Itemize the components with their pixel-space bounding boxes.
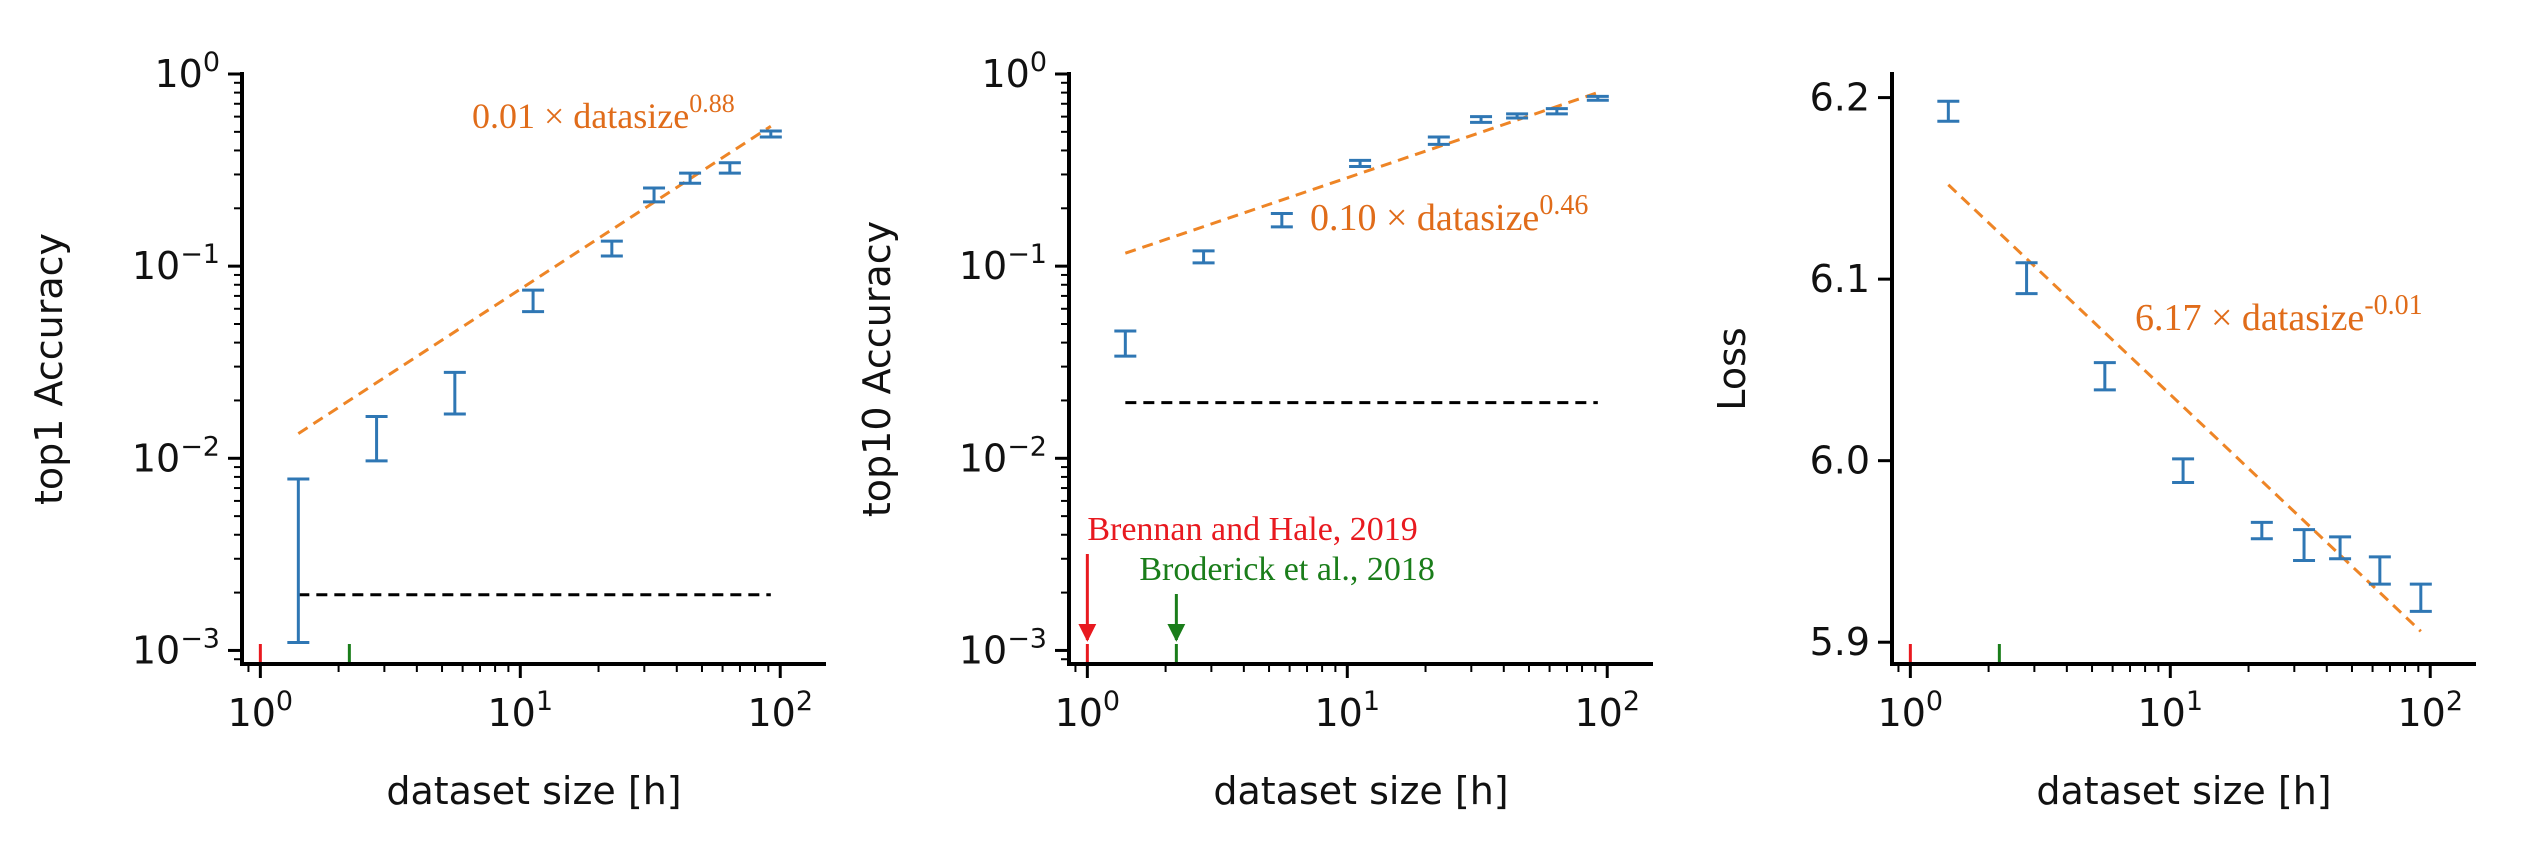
y-tick-label: 6.2 [1810,76,1870,120]
panel-top1: 100 101 102 10−3 10−2 10−1 100 dataset size [h]… [27,47,826,813]
x-axis-title: dataset size [h] [386,769,681,813]
y-tick-label: 100 [154,47,220,96]
reference-label: Broderick et al., 2018 [1139,551,1435,588]
reference-label: Brennan and Hale, 2019 [1087,511,1417,548]
x-tick-label: 102 [747,686,813,735]
x-tick-label: 100 [1055,686,1121,735]
errorbar [287,477,310,644]
y-axis-title: Loss [1710,327,1754,410]
fit-annotation: 0.01 × datasize0.88 [472,89,735,136]
y-axis-title: top1 Accuracy [27,233,71,505]
errorbar [600,239,623,258]
x-tick-label: 101 [1315,686,1381,735]
errorbar [1192,249,1215,265]
panel-loss: 100 101 102 5.9 6.0 6.1 6.2 dataset size [h] Los… [1710,72,2476,813]
y-tick-label: 10−1 [132,239,220,288]
errorbar [2093,361,2116,392]
errorbar [443,370,466,416]
errorbar [759,129,782,139]
y-axis-title: top10 Accuracy [855,221,899,517]
y-tick-label: 10−3 [959,623,1047,672]
errorbar [2293,528,2316,563]
y-tick-label: 10−1 [959,239,1047,288]
y-tick-label: 10−2 [132,431,220,480]
x-tick-label: 102 [1574,686,1640,735]
y-tick-label: 100 [981,47,1047,96]
x-tick-label: 101 [2138,686,2204,735]
x-tick-label: 100 [228,686,294,735]
panel-top10: 100 101 102 10−3 10−2 10−1 100 dataset size [h]… [855,47,1653,813]
x-axis-title: dataset size [h] [1213,769,1508,813]
errorbar [1545,107,1568,116]
errorbar [522,288,545,314]
errorbar [1586,94,1609,102]
errorbar [718,161,741,175]
errorbar [1270,211,1293,229]
y-tick-label: 5.9 [1810,620,1870,664]
fit-annotation: 0.10 × datasize0.46 [1310,190,1588,239]
errorbar [1427,135,1450,146]
errorbar [2368,555,2391,586]
errorbar [1470,115,1493,124]
errorbar [1114,329,1137,358]
fit-line [297,124,772,435]
fit-line [1947,183,2422,633]
y-tick-label: 6.1 [1810,257,1870,301]
errorbar [1937,99,1960,123]
x-axis-title: dataset size [h] [2036,769,2331,813]
y-tick-label: 10−3 [132,623,220,672]
errorbar [365,415,388,463]
errorbar [1506,112,1529,120]
errorbar [2172,457,2195,484]
x-tick-label: 100 [1878,686,1944,735]
x-tick-label: 102 [2397,686,2463,735]
errorbar [643,186,666,204]
fit-annotation: 6.17 × datasize-0.01 [2135,290,2423,339]
x-tick-label: 101 [488,686,554,735]
errorbar [2015,261,2038,296]
errorbar [2409,582,2432,613]
errorbar [679,171,702,185]
y-tick-label: 10−2 [959,431,1047,480]
y-tick-label: 6.0 [1810,439,1870,483]
errorbar [2250,520,2273,541]
errorbar [1349,158,1372,169]
errorbar [2329,535,2352,561]
